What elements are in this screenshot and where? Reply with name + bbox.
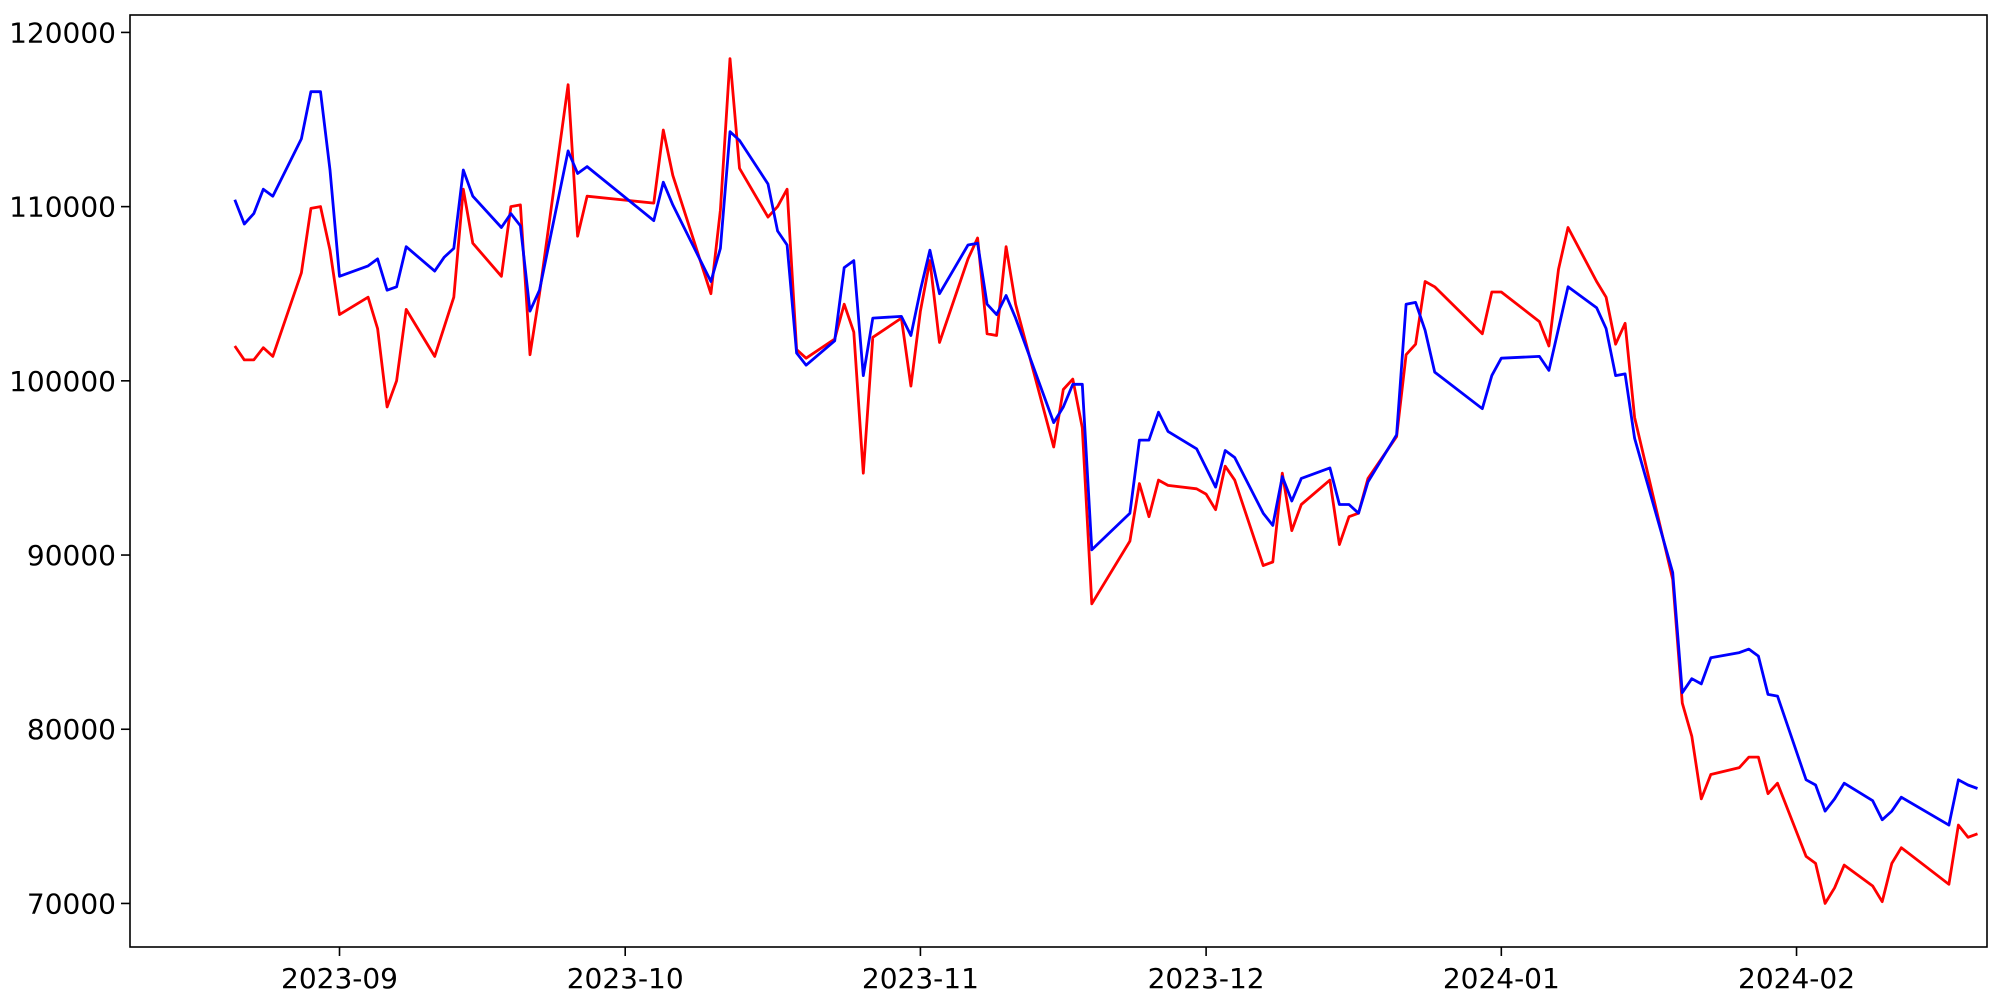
y-tick-label: 100000 (9, 365, 116, 398)
y-tick-label: 120000 (9, 16, 116, 49)
x-tick-label: 2023-09 (281, 962, 398, 995)
plot-background (130, 15, 1987, 947)
x-axis: 2023-09 2023-10 2023-11 2023-12 2024-01 2024-… (281, 947, 1855, 995)
y-tick-label: 80000 (27, 713, 116, 746)
series-layer (233, 57, 1978, 905)
x-tick-label: 2023-10 (567, 962, 684, 995)
series-line-2 (233, 90, 1978, 827)
y-tick-label: 90000 (27, 539, 116, 572)
x-tick-label: 2024-01 (1443, 962, 1560, 995)
x-tick-label: 2024-02 (1738, 962, 1855, 995)
y-tick-label: 70000 (27, 887, 116, 920)
y-axis: 70000 80000 90000 100000 110000 120000 (9, 16, 130, 920)
x-tick-label: 2023-11 (862, 962, 979, 995)
y-tick-label: 110000 (9, 191, 116, 224)
plot-frame (129, 14, 1988, 948)
x-tick-label: 2023-12 (1148, 962, 1265, 995)
